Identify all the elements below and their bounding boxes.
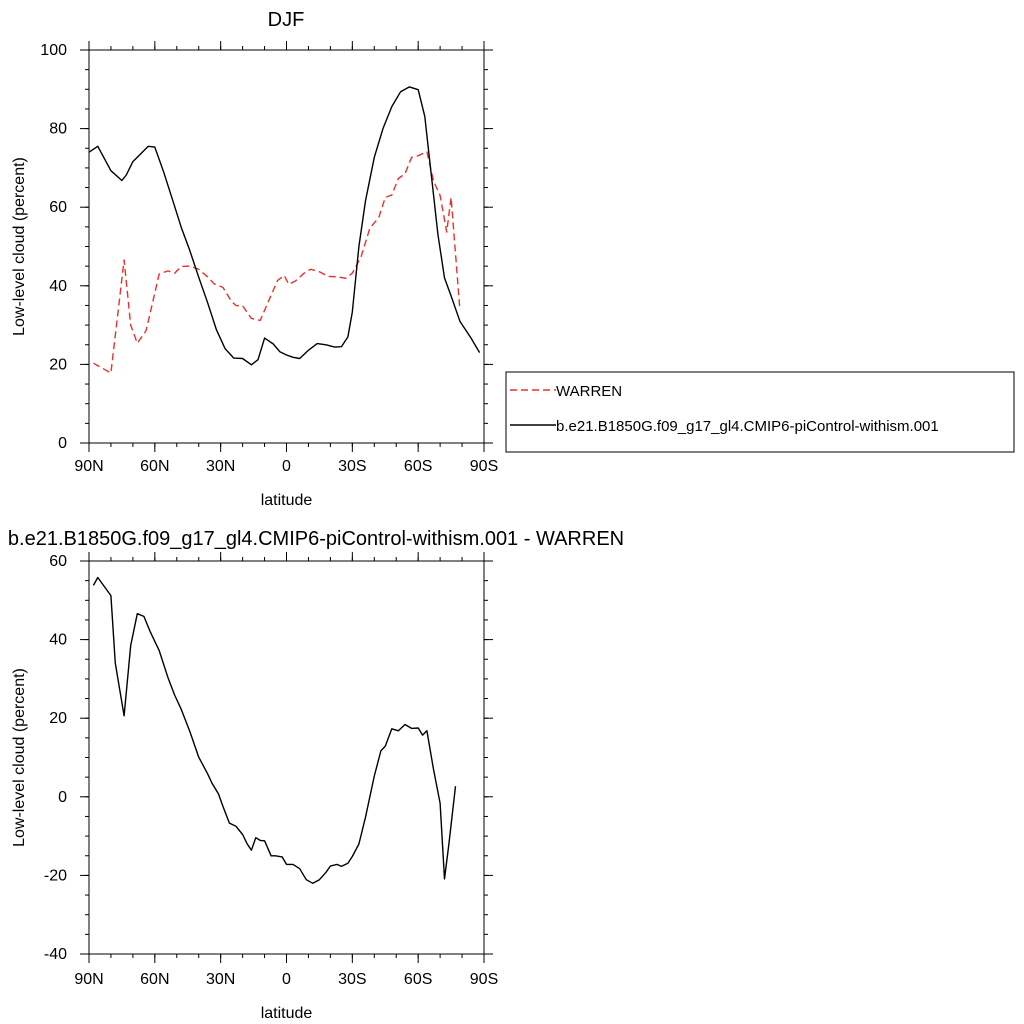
- y-tick-label: 40: [49, 278, 67, 295]
- x-tick-label: 60N: [140, 458, 169, 475]
- chart-title: b.e21.B1850G.f09_g17_gl4.CMIP6-piControl…: [8, 528, 624, 550]
- series-line-warren: [93, 151, 461, 374]
- bottom-chart-difference: b.e21.B1850G.f09_g17_gl4.CMIP6-piControl…: [8, 528, 624, 1022]
- x-tick-label: 90S: [470, 458, 498, 475]
- x-axis-label: latitude: [261, 1005, 313, 1022]
- top-chart-djf: DJF 0 20 40 60 80 100 90N 60N 30N 0 30S 60S 90S latitu…: [11, 9, 498, 509]
- plot-frame: [88, 560, 485, 955]
- y-tick-label: -40: [44, 946, 67, 963]
- y-axis-label: Low-level cloud (percent): [11, 668, 28, 847]
- y-tick-label: 40: [49, 632, 67, 649]
- y-tick-label: 60: [49, 199, 67, 216]
- y-tick-label: 20: [49, 356, 67, 373]
- y-tick-label: 0: [58, 789, 67, 806]
- series-line-difference: [92, 576, 457, 884]
- legend-box: [505, 371, 1015, 453]
- x-tick-label: 30N: [206, 458, 235, 475]
- legend-entry-b1850g: b.e21.B1850G.f09_g17_gl4.CMIP6-piControl…: [556, 418, 939, 435]
- x-tick-label: 90S: [470, 971, 498, 988]
- y-tick-label: -20: [44, 867, 67, 884]
- x-tick-label: 30S: [338, 458, 366, 475]
- y-tick-label: 80: [49, 121, 67, 138]
- chart-title: DJF: [268, 9, 305, 31]
- x-tick-label: 30S: [338, 971, 366, 988]
- x-tick-label: 60N: [140, 971, 169, 988]
- x-tick-label: 90N: [74, 458, 103, 475]
- y-tick-label: 100: [40, 42, 67, 59]
- plot-frame: [88, 49, 485, 444]
- y-tick-label: 20: [49, 710, 67, 727]
- x-tick-label: 60S: [404, 458, 432, 475]
- x-tick-label: 90N: [74, 971, 103, 988]
- legend-entry-warren: WARREN: [556, 383, 622, 400]
- y-tick-label: 60: [49, 553, 67, 570]
- y-axis-label: Low-level cloud (percent): [11, 157, 28, 336]
- x-tick-label: 30N: [206, 971, 235, 988]
- x-tick-label: 60S: [404, 971, 432, 988]
- x-tick-label: 0: [282, 458, 291, 475]
- legend: WARREN b.e21.B1850G.f09_g17_gl4.CMIP6-piC…: [505, 371, 1015, 453]
- series-line-b1850g: [88, 86, 481, 366]
- x-axis-label: latitude: [261, 492, 313, 509]
- x-tick-label: 0: [282, 971, 291, 988]
- y-tick-label: 0: [58, 435, 67, 452]
